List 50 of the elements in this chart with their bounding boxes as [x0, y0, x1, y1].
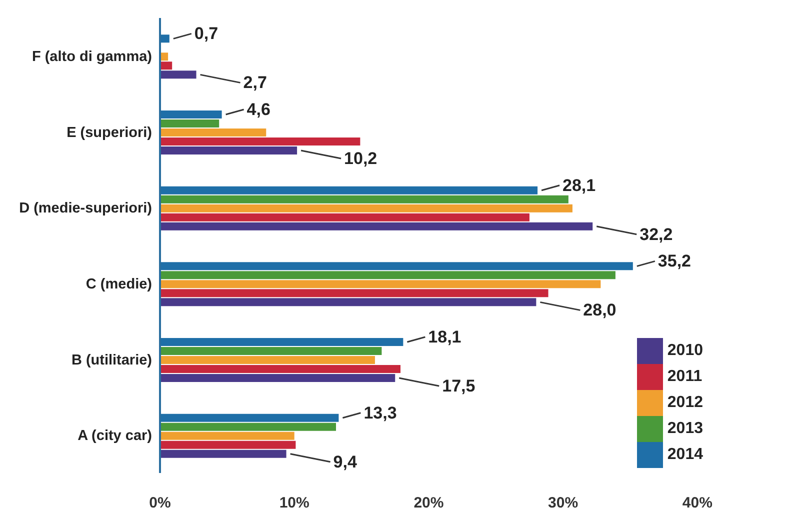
x-tick-label: 30%: [548, 494, 578, 512]
bar: [160, 374, 396, 382]
legend-label: 2011: [667, 368, 702, 386]
y-tick-label: C (medie): [86, 276, 152, 293]
y-tick-label: F (alto di gamma): [32, 49, 152, 66]
bar: [160, 138, 360, 146]
data-label: 32,2: [640, 224, 673, 244]
bar: [160, 356, 375, 364]
bar: [160, 120, 220, 128]
bar: [160, 289, 548, 298]
data-label: 13,3: [364, 403, 397, 422]
data-label: 4,6: [246, 100, 270, 120]
bar: [160, 365, 400, 374]
bar: [160, 222, 593, 230]
bar: [160, 213, 530, 222]
bar: [160, 298, 536, 306]
x-tick-label: 0%: [149, 494, 171, 512]
legend-label: 2013: [667, 420, 703, 438]
data-label: 9,4: [333, 452, 358, 472]
data-label: 28,0: [583, 300, 616, 320]
bar: [160, 195, 568, 204]
bar: [160, 204, 572, 212]
legend-label: 2014: [667, 446, 703, 464]
x-tick-label: 20%: [414, 494, 444, 512]
data-label: 17,5: [442, 376, 476, 396]
data-label: 18,1: [428, 328, 462, 347]
data-label: 2,7: [243, 73, 267, 92]
bar: [160, 347, 382, 356]
bar: [160, 440, 296, 449]
x-tick-label: 40%: [682, 494, 712, 512]
data-label: 10,2: [344, 149, 378, 168]
legend-label: 2010: [667, 342, 703, 360]
y-tick-label: E (superiori): [66, 124, 152, 141]
y-tick-label: D (medie-superiori): [19, 200, 152, 217]
x-tick-label: 10%: [279, 494, 310, 512]
legend-label: 2012: [667, 394, 703, 412]
data-label: 0,7: [194, 24, 218, 44]
bar: [160, 271, 616, 280]
bar: [160, 62, 172, 70]
data-label: 35,2: [658, 252, 692, 271]
data-label: 28,1: [562, 176, 596, 195]
bar: [160, 146, 298, 155]
y-tick-label: A (city car): [78, 428, 152, 444]
bar: [160, 128, 266, 137]
bar: [160, 422, 336, 431]
bar: [160, 280, 601, 288]
bar: [160, 70, 196, 79]
bar: [160, 450, 286, 458]
bar: [160, 432, 294, 440]
y-tick-label: B (utilitarie): [71, 352, 152, 368]
